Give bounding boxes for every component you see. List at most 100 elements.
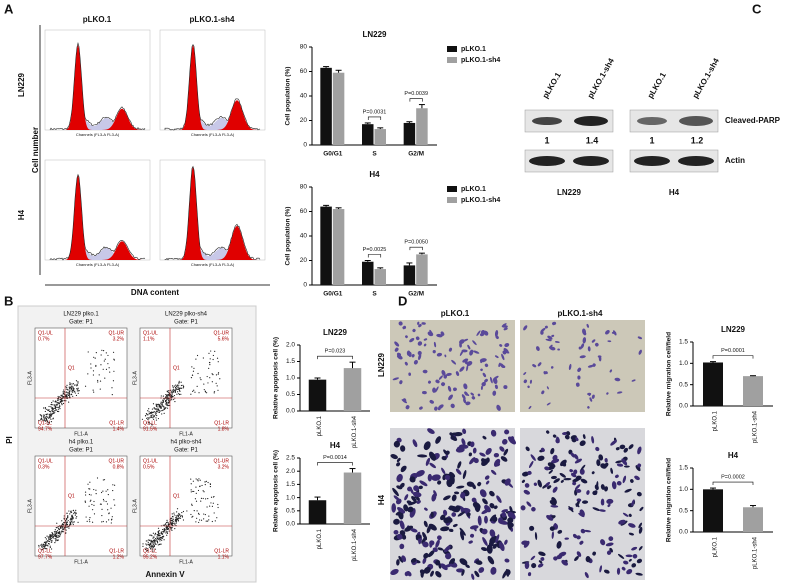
event-dot [105, 521, 108, 523]
event-dot [160, 536, 163, 538]
cell [600, 539, 606, 546]
quadrant-name: Q1-UL [143, 330, 158, 336]
cell [432, 349, 436, 354]
cell [595, 446, 600, 452]
event-dot [152, 414, 154, 416]
event-dot [156, 411, 158, 413]
cell [507, 517, 514, 524]
histogram-frame [44, 159, 151, 261]
cell [450, 403, 455, 409]
cell [396, 457, 401, 463]
event-dot [65, 532, 67, 534]
event-dot [162, 524, 164, 526]
event-dot [151, 535, 153, 537]
cell [435, 559, 441, 566]
event-dot [205, 520, 207, 522]
cell [445, 450, 450, 455]
event-dot [210, 502, 212, 504]
cell [587, 406, 590, 409]
cell [592, 507, 601, 511]
cell [531, 506, 536, 512]
event-dot [106, 503, 109, 505]
cell [523, 379, 528, 384]
event-dot [209, 364, 211, 366]
event-dot [172, 389, 174, 391]
cell [607, 503, 611, 508]
event-dot [168, 528, 170, 530]
event-dot [165, 401, 168, 404]
event-dot [42, 545, 44, 547]
event-dot [56, 532, 58, 535]
event-dot [57, 532, 59, 535]
cell [473, 525, 477, 532]
event-dot [173, 390, 175, 392]
cell [614, 474, 619, 479]
gate-label: Q1 [173, 493, 180, 499]
event-dot [178, 389, 181, 391]
event-dot [69, 384, 71, 386]
cell [628, 558, 632, 562]
event-dot [62, 396, 64, 398]
cell [580, 343, 585, 349]
legend-label: pLKO.1 [461, 46, 486, 53]
p-value: P=0.0014 [323, 455, 347, 461]
event-dot [107, 489, 109, 491]
cell [615, 460, 623, 464]
cell [408, 372, 412, 376]
event-dot [104, 377, 106, 379]
bar [343, 368, 362, 411]
event-dot [195, 486, 197, 488]
event-dot [197, 489, 200, 492]
plot-title: h4 plko-sh4 [170, 440, 202, 446]
event-dot [50, 412, 52, 414]
event-dot [77, 392, 79, 394]
cell [483, 330, 489, 336]
event-dot [154, 534, 156, 536]
event-dot [50, 413, 52, 415]
event-dot [47, 409, 49, 412]
event-dot [164, 524, 166, 526]
event-dot [62, 524, 64, 526]
cell [546, 515, 554, 521]
cell [423, 552, 429, 559]
y-tick-label: 2.0 [286, 342, 295, 349]
event-dot [56, 402, 58, 404]
cell [489, 503, 495, 509]
event-dot [66, 521, 68, 523]
event-dot [53, 531, 56, 533]
cell [606, 498, 614, 505]
event-dot [49, 546, 51, 549]
event-dot [76, 516, 78, 518]
cell [489, 376, 493, 384]
band [574, 116, 608, 126]
cell [623, 465, 630, 468]
cell [392, 377, 400, 381]
chart-title: LN229 [323, 328, 348, 337]
cell [474, 570, 480, 578]
event-dot [190, 491, 192, 493]
event-dot [167, 394, 169, 396]
cell [552, 454, 558, 461]
cell [628, 523, 636, 528]
quadrant-percent: 1.8% [218, 426, 230, 432]
event-dot [164, 407, 166, 410]
event-dot [59, 405, 61, 407]
cell [480, 385, 483, 390]
cell [412, 491, 422, 498]
event-dot [57, 395, 59, 398]
event-dot [91, 521, 94, 523]
event-dot [38, 419, 40, 422]
event-dot [171, 390, 173, 393]
event-dot [178, 517, 180, 519]
event-dot [161, 409, 163, 412]
cell [575, 500, 580, 507]
cell [604, 486, 609, 492]
event-dot [160, 406, 162, 408]
cell [447, 385, 452, 392]
event-dot [195, 358, 197, 360]
event-dot [69, 386, 71, 388]
event-dot [176, 518, 178, 520]
event-dot [168, 393, 170, 395]
event-dot [102, 520, 104, 523]
event-dot [55, 527, 57, 529]
